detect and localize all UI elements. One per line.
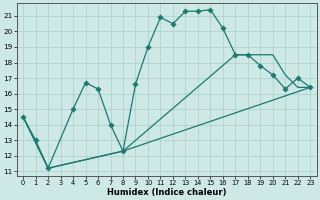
X-axis label: Humidex (Indice chaleur): Humidex (Indice chaleur) [107,188,227,197]
